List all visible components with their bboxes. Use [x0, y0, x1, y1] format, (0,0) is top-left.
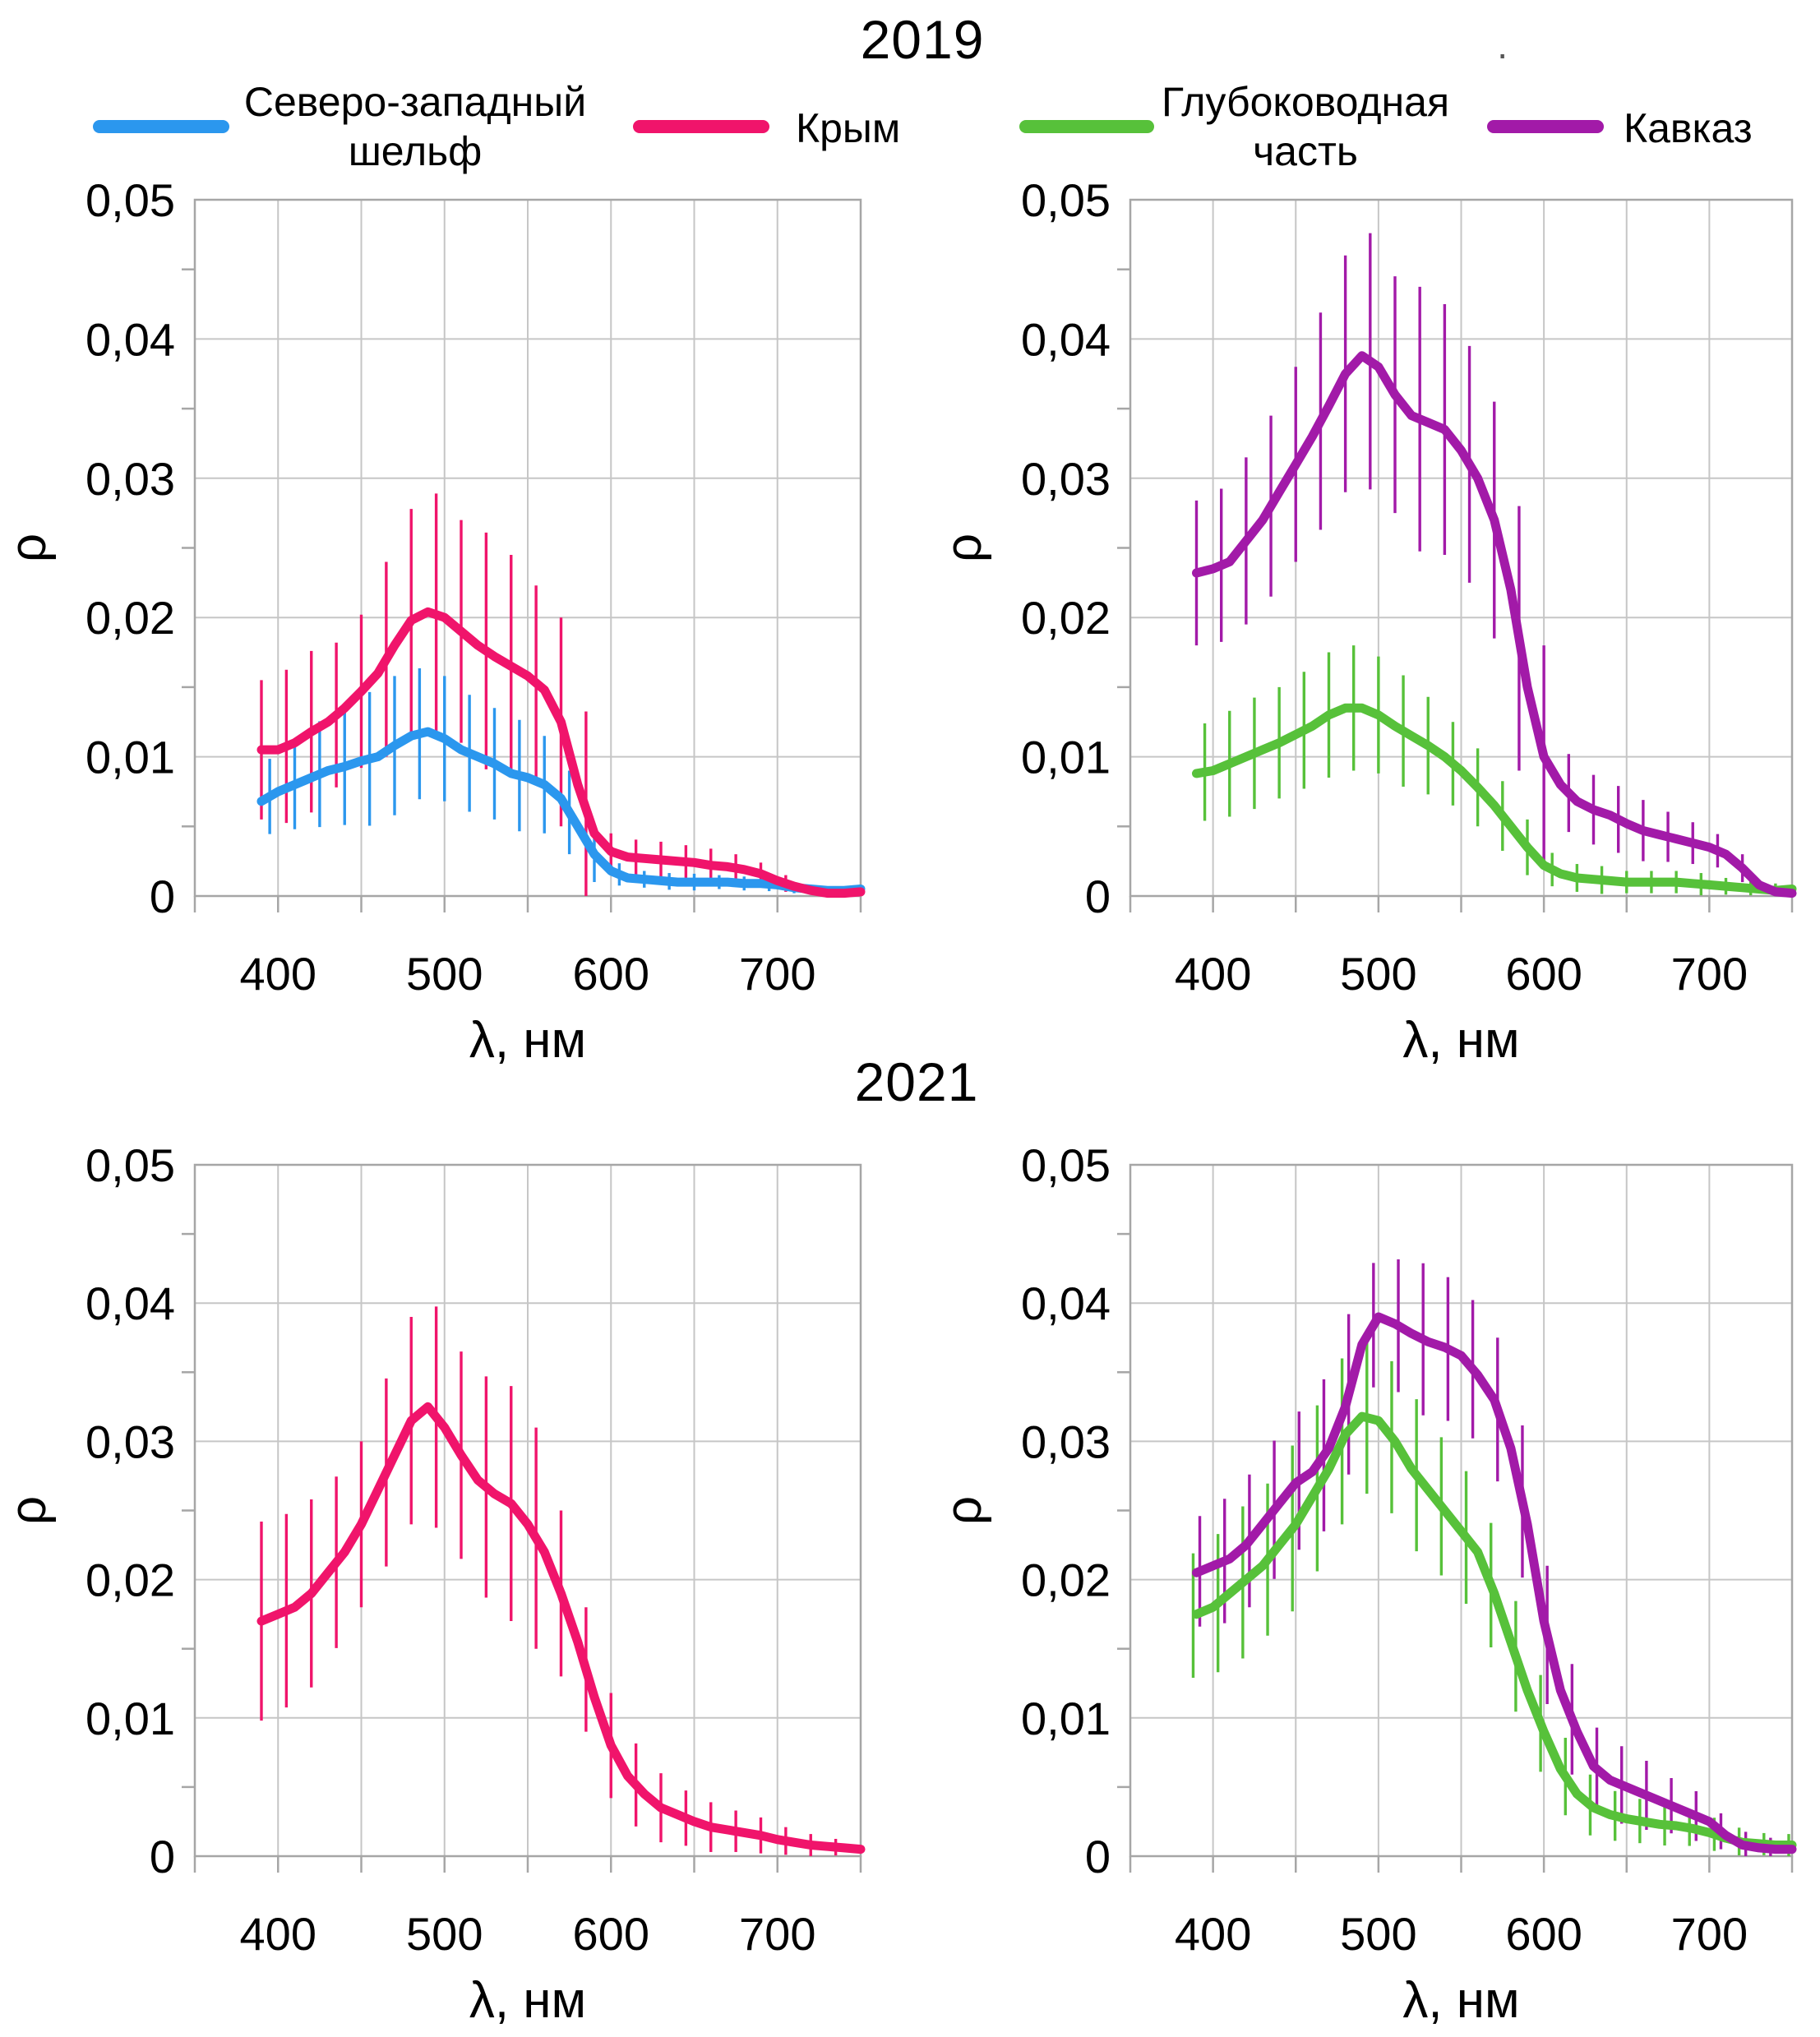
curve-Кавказ: [1192, 1312, 1797, 1855]
axis-labels: 0,05 0,04 0,03 0,02 0,01 0 400 500 600 700 λ, нм ρ: [0, 174, 815, 1069]
axis-frame: [1117, 1163, 1794, 1873]
x-tick-label: 400: [240, 1908, 316, 1960]
axis-frame: [1117, 198, 1794, 912]
x-tick-label: 400: [240, 948, 316, 1000]
curve-Крым: [256, 607, 866, 898]
legend-swatch-glubokovodnaya-chast: [1019, 120, 1154, 133]
axis-labels: 0,05 0,04 0,03 0,02 0,01 0 400 500 600 700 λ, нм ρ: [0, 1139, 815, 2029]
curve-Кавказ: [1192, 351, 1797, 898]
y-tick-label: 0,01: [1021, 1693, 1111, 1744]
y-tick-label: 0,05: [1021, 174, 1111, 226]
y-tick-label: 0,04: [1021, 313, 1111, 365]
x-tick-label: 700: [1671, 948, 1748, 1000]
error-bars-Крым: [260, 1306, 838, 1856]
y-tick-label: 0,05: [85, 174, 175, 226]
y-tick-label: 0,01: [85, 1693, 175, 1744]
legend: Северо-западный шельф Крым Глубоководная…: [0, 0, 1820, 189]
y-tick-label: 0,02: [1021, 1554, 1111, 1606]
y-tick-label: 0: [1085, 1831, 1111, 1882]
error-bars-Глубоководная часть: [1191, 1342, 1790, 1856]
curve-Северо-западный шельф: [256, 727, 866, 895]
error-bars-Крым: [260, 493, 788, 896]
y-tick-label: 0,02: [1021, 592, 1111, 644]
x-tick-label: 600: [1505, 1908, 1582, 1960]
y-axis-label: ρ: [0, 534, 57, 562]
x-tick-label: 500: [1340, 948, 1416, 1000]
y-axis-label: ρ: [935, 534, 992, 562]
x-axis-label: λ, нм: [1402, 1972, 1519, 2029]
axis-frame: [182, 1163, 862, 1873]
x-tick-label: 600: [573, 948, 649, 1000]
x-tick-label: 600: [573, 1908, 649, 1960]
curve-Глубоководная часть: [1192, 1411, 1797, 1850]
y-tick-label: 0,03: [85, 1416, 175, 1467]
legend-swatch-kavkaz: [1487, 120, 1604, 133]
axis-frame: [182, 198, 862, 912]
curve-Крым: [256, 1402, 866, 1855]
legend-label-krym: Крым: [796, 105, 901, 151]
error-bars-Кавказ: [1198, 1259, 1772, 1856]
x-axis-label: λ, нм: [469, 1972, 586, 2029]
chart-2021-right: 0,05 0,04 0,03 0,02 0,01 0 400 500 600 700 λ, нм ρ: [935, 1139, 1797, 2029]
gridlines: [194, 1164, 861, 1857]
y-tick-label: 0,01: [85, 732, 175, 783]
y-tick-label: 0,04: [85, 313, 175, 365]
y-tick-label: 0,02: [85, 1554, 175, 1606]
gridlines: [1129, 1164, 1793, 1857]
y-tick-label: 0,03: [1021, 1416, 1111, 1467]
axis-labels: 0,05 0,04 0,03 0,02 0,01 0 400 500 600 700 λ, нм ρ: [935, 1139, 1748, 2029]
y-tick-label: 0,03: [85, 453, 175, 505]
curve-Глубоководная часть: [1192, 703, 1797, 895]
legend-label-kavkaz: Кавказ: [1624, 105, 1753, 151]
legend-label-severo-zapadny-shelf: Северо-западный шельф: [243, 79, 587, 174]
x-axis-label: λ, нм: [469, 1012, 586, 1069]
x-tick-label: 700: [739, 1908, 815, 1960]
x-axis-label: λ, нм: [1402, 1012, 1519, 1069]
x-tick-label: 500: [1340, 1908, 1416, 1960]
x-tick-label: 700: [1671, 1908, 1748, 1960]
y-tick-label: 0,03: [1021, 453, 1111, 505]
y-tick-label: 0,05: [1021, 1139, 1111, 1191]
chart-2019-left: 0,05 0,04 0,03 0,02 0,01 0 400 500 600 700 λ, нм ρ: [0, 174, 866, 1069]
x-tick-label: 400: [1175, 1908, 1251, 1960]
x-tick-label: 500: [406, 1908, 483, 1960]
legend-swatch-krym: [633, 120, 769, 133]
y-tick-label: 0: [150, 1831, 175, 1882]
y-tick-label: 0,05: [85, 1139, 175, 1191]
y-tick-label: 0,04: [1021, 1277, 1111, 1329]
x-tick-label: 600: [1505, 948, 1582, 1000]
y-tick-label: 0,02: [85, 592, 175, 644]
axis-labels: 0,05 0,04 0,03 0,02 0,01 0 400 500 600 700 λ, нм ρ: [935, 174, 1748, 1069]
x-tick-label: 400: [1175, 948, 1251, 1000]
x-tick-label: 500: [406, 948, 483, 1000]
y-axis-label: ρ: [0, 1496, 57, 1525]
y-tick-label: 0: [150, 871, 175, 922]
year-title-2021: 2021: [854, 1051, 979, 1112]
y-axis-label: ρ: [935, 1496, 992, 1525]
legend-swatch-severo-zapadny-shelf: [93, 120, 229, 133]
error-bars-Глубоководная часть: [1203, 645, 1777, 896]
legend-label-glubokovodnaya-chast: Глубоководная часть: [1161, 79, 1450, 174]
y-tick-label: 0,01: [1021, 732, 1111, 783]
year-title-2019: 2019: [860, 9, 985, 70]
chart-2019-right: 0,05 0,04 0,03 0,02 0,01 0 400 500 600 700 λ, нм ρ: [935, 174, 1797, 1069]
x-tick-label: 700: [739, 948, 815, 1000]
chart-2021-left: 0,05 0,04 0,03 0,02 0,01 0 400 500 600 700 λ, нм ρ: [0, 1139, 866, 2029]
stray-dot: ·: [1496, 32, 1509, 75]
y-tick-label: 0,04: [85, 1277, 175, 1329]
y-tick-label: 0: [1085, 871, 1111, 922]
